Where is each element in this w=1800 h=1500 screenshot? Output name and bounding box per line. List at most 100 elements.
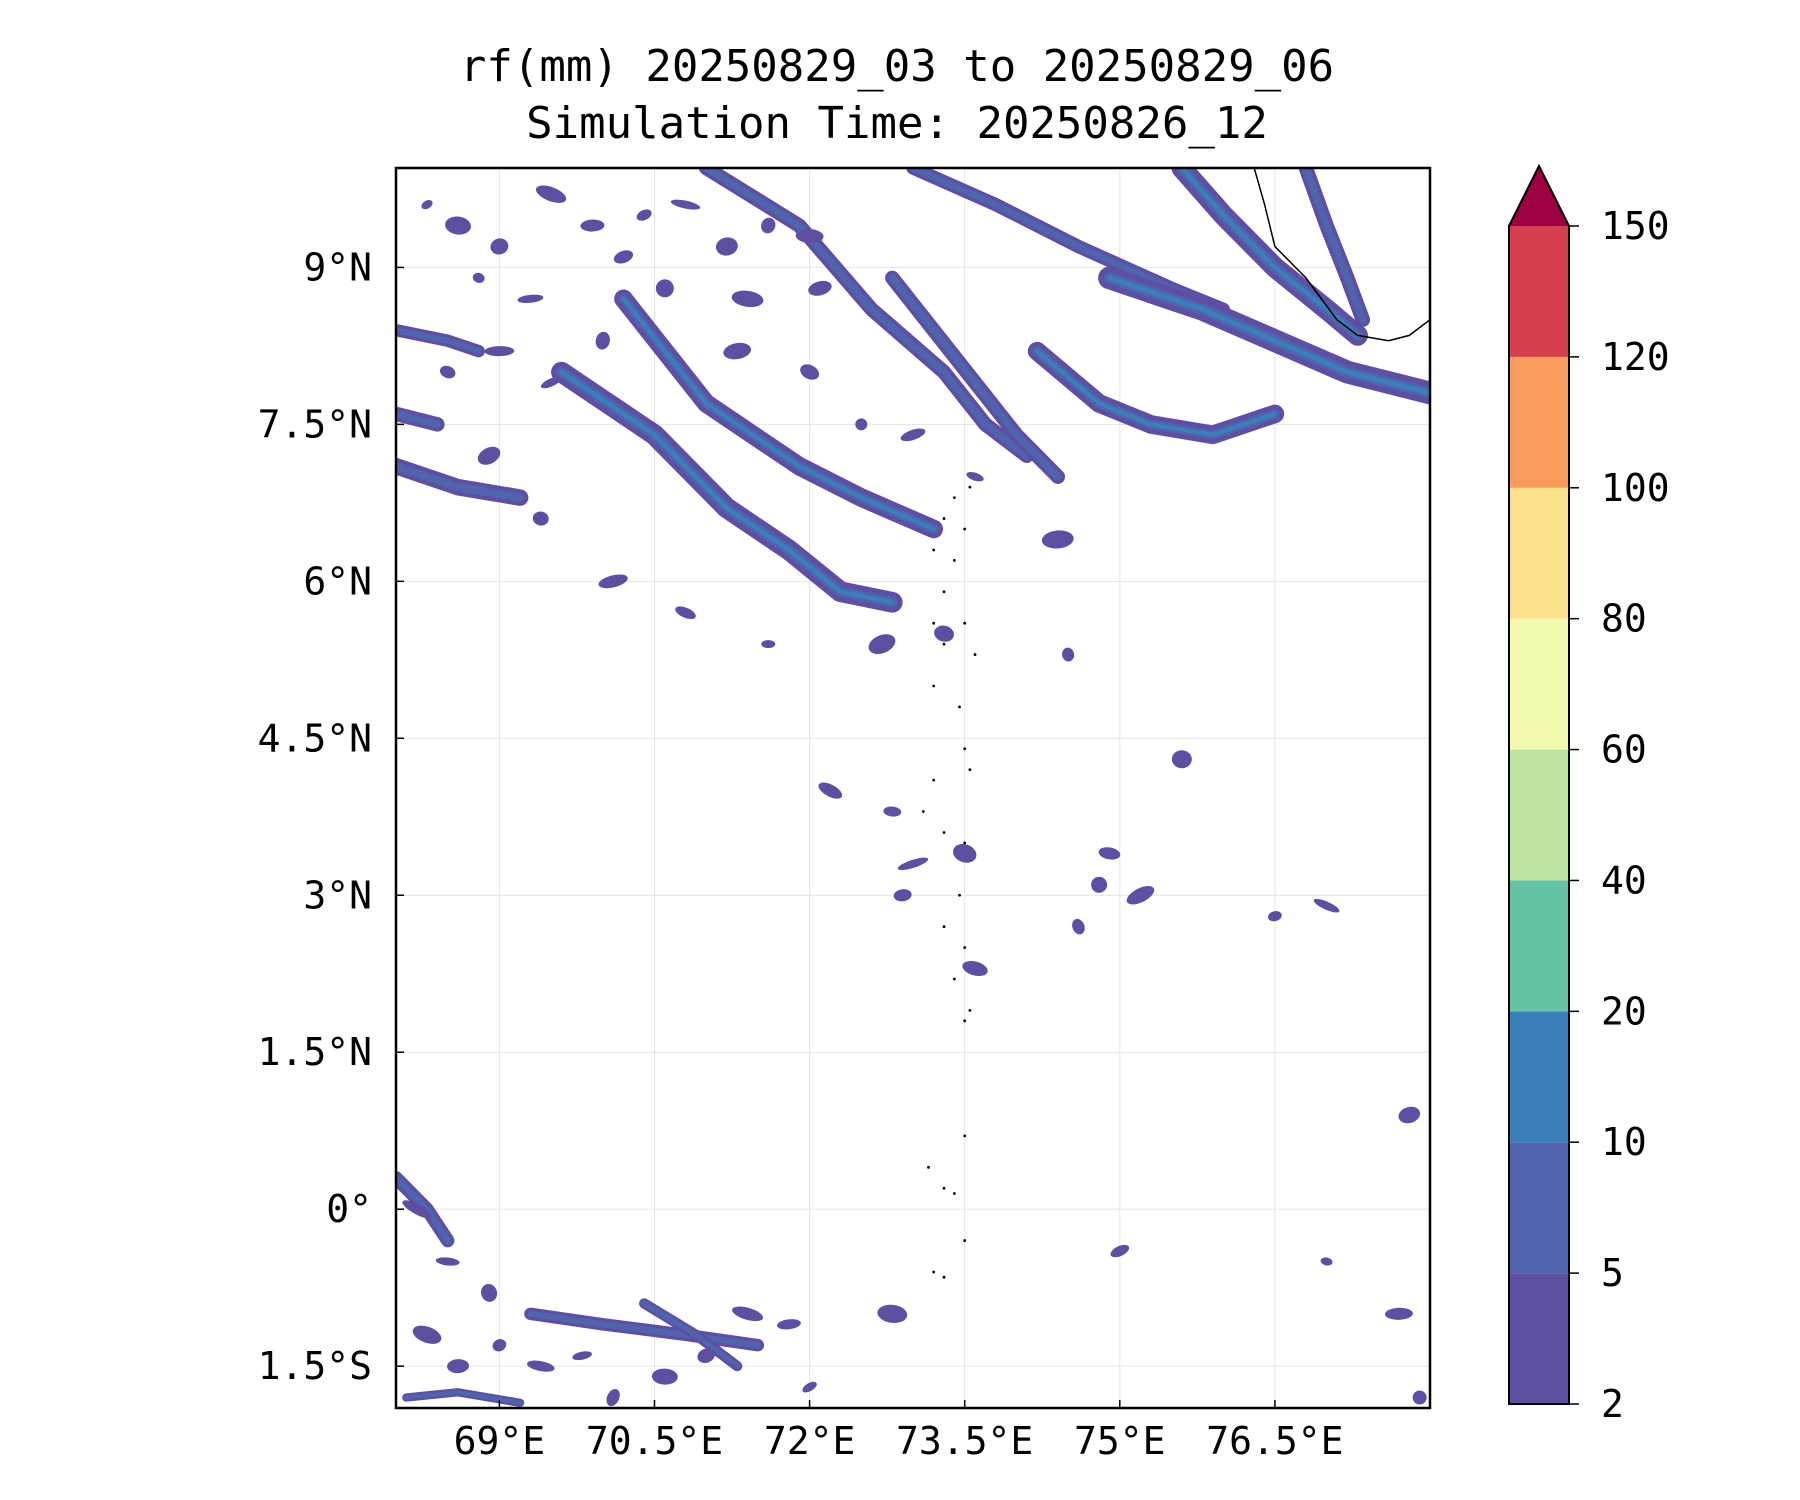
island-dot [968,1008,972,1012]
rainfall-bands [396,168,1430,1407]
rain-spot [598,574,628,589]
rain-spot [776,1319,801,1330]
rain-spot [412,1325,442,1344]
rain-band-core [702,168,1031,460]
y-tick-label: 1.5°S [258,1344,372,1388]
rain-spot [595,331,610,350]
colorbar-segment [1509,1011,1569,1143]
island-dot [942,642,946,646]
rain-spot [761,217,776,234]
colorbar-tick-label: 120 [1601,335,1670,379]
rain-spot [439,365,456,379]
rain-spot [670,199,701,210]
y-tick-label: 1.5°N [258,1030,372,1074]
y-tick-label: 4.5°N [258,716,372,760]
rainfall-spots [402,185,1427,1407]
x-tick-label: 73.5°E [896,1419,1033,1463]
rain-spot [1320,1257,1333,1266]
island-dot [942,925,946,929]
chart-title-line1: rf(mm) 20250829_03 to 20250829_06 [459,41,1335,92]
rain-band-peak [559,369,895,605]
rain-spot [952,844,977,863]
island-dot [942,590,946,594]
rain-spot [715,237,738,256]
y-tick-label: 9°N [303,245,372,289]
island-dot [973,653,977,656]
island-dot [963,621,967,625]
island-dot [952,496,956,500]
colorbar-tick-label: 40 [1601,858,1647,902]
colorbar-tick-label: 100 [1601,466,1670,510]
island-dot [921,810,925,813]
rain-spot [962,960,988,977]
rain-band-core [888,274,1062,481]
island-dot [963,946,967,949]
rain-spot [651,1368,678,1385]
rain-spot [893,889,912,902]
rain-spot [535,185,567,203]
y-tick-label: 7.5°N [258,402,372,446]
island-dot [963,1239,967,1242]
rain-spot [402,1200,431,1219]
rain-band-core [396,1174,452,1244]
rain-spot [580,219,605,232]
island-dot [963,1019,967,1023]
rain-spot [480,1283,498,1302]
rain-spot [731,290,764,308]
island-dot [963,841,967,845]
colorbar-segment [1509,880,1569,1012]
island-dot [932,621,936,625]
rain-band-peak [621,296,936,532]
rain-spot [606,1388,620,1407]
island-dot [942,517,946,520]
rain-spot [697,1348,715,1363]
rain-spot [1110,1244,1130,1258]
rain-spot [532,511,549,526]
rain-spot [1091,876,1108,893]
island-dot [952,1192,956,1195]
island-dot [958,705,961,709]
x-tick-label: 76.5°E [1206,1419,1343,1463]
colorbar-segment [1509,749,1569,881]
rain-spot [818,782,843,799]
island-dot [952,977,956,981]
rain-spot [636,209,652,221]
island-dot [942,1275,946,1279]
colorbar-segment [1509,226,1569,357]
map-frame [394,166,1432,1410]
island-dot [952,559,956,562]
y-tick-label: 3°N [303,873,372,917]
rain-band-core [396,410,442,429]
colorbar-segment [1509,1273,1569,1404]
rain-spot [540,376,562,389]
x-tick-label: 72°E [764,1419,856,1463]
island-dot [927,1165,930,1169]
rain-spot [883,806,902,817]
rain-band-peak [1035,349,1277,437]
x-axis-ticks: 69°E 70.5°E 72°E 73.5°E 75°E 76.5°E [454,1400,1344,1463]
colorbar-tick-label: 150 [1601,204,1670,248]
rain-spot [447,1359,470,1374]
rain-spot [445,216,471,235]
y-tick-label: 0° [326,1187,372,1231]
island-dot [963,1134,967,1138]
island-dot [958,893,961,897]
rain-spot [934,625,954,642]
rain-spot [472,272,485,283]
colorbar: 2 5 10 20 40 60 80 100 120 150 [1508,163,1670,1426]
rain-spot [1384,1307,1413,1320]
colorbar-tick-label: 10 [1601,1120,1647,1164]
rain-band-core [909,168,1227,313]
colorbar-segment [1509,618,1569,750]
rain-spot [897,857,929,871]
colorbar-tick-label: 2 [1601,1382,1624,1426]
rain-band-peak [1106,275,1430,396]
x-tick-label: 70.5°E [586,1419,723,1463]
rain-spot [877,1304,908,1323]
island-dot [942,831,946,834]
rain-spot [1041,530,1074,549]
rain-spot [900,428,926,442]
island-dot [963,527,967,531]
rain-spot [517,294,544,304]
